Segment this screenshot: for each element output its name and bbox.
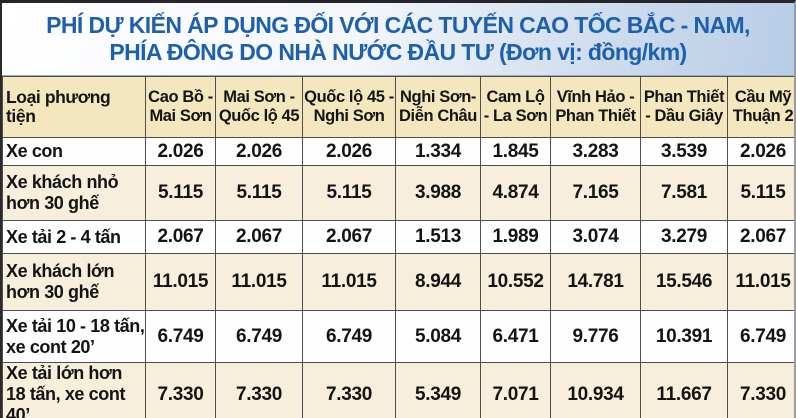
fee-cell: 6.749 (215, 310, 303, 363)
column-header-route-quoc-lo-45-nghi-son: Quốc lộ 45 - Nghi Sơn (302, 76, 396, 138)
fee-cell: 6.749 (302, 310, 396, 363)
column-header-route-cam-lo-la-son: Cam Lộ - La Sơn (480, 76, 551, 138)
toll-fee-table: Loại phương tiện Cao Bồ - Mai Sơn Mai Sơ… (2, 76, 794, 418)
page-title-line-2: PHÍA ĐÔNG DO NHÀ NƯỚC ĐẦU TƯ (Đơn vị: đồ… (109, 39, 687, 65)
fee-cell: 4.874 (480, 165, 551, 221)
row-label: Xe tải lớn hơn 18 tấn, xe cont 40’ (2, 362, 146, 418)
fee-cell: 15.546 (640, 253, 728, 311)
fee-cell: 3.283 (550, 137, 641, 166)
fee-cell: 6.471 (480, 310, 551, 363)
fee-cell: 2.067 (215, 220, 303, 254)
column-header-route-cau-my-thuan-2: Cầu Mỹ Thuận 2 (727, 76, 794, 138)
fee-cell: 2.026 (727, 137, 794, 166)
fee-cell: 7.330 (145, 362, 216, 418)
fee-cell: 7.330 (215, 362, 303, 418)
fee-cell: 11.015 (727, 253, 794, 311)
fee-cell: 3.279 (640, 220, 728, 254)
fee-cell: 7.071 (480, 362, 551, 418)
fee-cell: 1.989 (480, 220, 551, 254)
table-row-xe-khach-nho: Xe khách nhỏ hơn 30 ghế 5.115 5.115 5.11… (2, 165, 794, 221)
fee-cell: 2.026 (145, 137, 216, 166)
fee-cell: 11.015 (215, 253, 303, 311)
fee-cell: 7.330 (727, 362, 794, 418)
fee-cell: 5.084 (395, 310, 481, 363)
fee-cell: 6.749 (145, 310, 216, 363)
table-row-xe-khach-lon: Xe khách lớn hơn 30 ghế 11.015 11.015 11… (2, 253, 794, 311)
fee-cell: 7.165 (550, 165, 641, 221)
fee-cell: 11.667 (640, 362, 728, 418)
row-label: Xe khách lớn hơn 30 ghế (2, 253, 146, 311)
fee-cell: 2.026 (215, 137, 303, 166)
row-label: Xe tải 10 - 18 tấn, xe cont 20’ (2, 310, 146, 363)
fee-cell: 1.334 (395, 137, 481, 166)
fee-cell: 3.539 (640, 137, 728, 166)
table-row-xe-con: Xe con 2.026 2.026 2.026 1.334 1.845 3.2… (2, 137, 794, 166)
fee-cell: 7.330 (302, 362, 396, 418)
fee-cell: 5.115 (302, 165, 396, 221)
column-header-route-vinh-hao-phan-thiet: Vĩnh Hảo - Phan Thiết (550, 76, 641, 138)
fee-cell: 5.115 (727, 165, 794, 221)
row-label: Xe con (2, 137, 146, 166)
fee-cell: 1.513 (395, 220, 481, 254)
column-header-route-cao-bo-mai-son: Cao Bồ - Mai Sơn (145, 76, 216, 138)
table-row-xe-tai-2-4-tan: Xe tải 2 - 4 tấn 2.067 2.067 2.067 1.513… (2, 220, 794, 254)
fee-cell: 8.944 (395, 253, 481, 311)
fee-cell: 6.749 (727, 310, 794, 363)
fee-cell: 9.776 (550, 310, 641, 363)
row-label: Xe tải 2 - 4 tấn (2, 220, 146, 254)
fee-cell: 10.934 (550, 362, 641, 418)
fee-cell: 3.074 (550, 220, 641, 254)
fee-cell: 11.015 (145, 253, 216, 311)
column-header-route-mai-son-quoc-lo-45: Mai Sơn - Quốc lộ 45 (215, 76, 303, 138)
column-header-route-nghi-son-dien-chau: Nghi Sơn- Diễn Châu (395, 76, 481, 138)
fee-cell: 5.115 (145, 165, 216, 221)
fee-cell: 2.067 (302, 220, 396, 254)
fee-cell: 5.349 (395, 362, 481, 418)
fee-cell: 1.845 (480, 137, 551, 166)
fee-cell: 14.781 (550, 253, 641, 311)
fee-cell: 2.026 (302, 137, 396, 166)
fee-cell: 10.391 (640, 310, 728, 363)
fee-cell: 7.581 (640, 165, 728, 221)
fee-cell: 3.988 (395, 165, 481, 221)
column-header-vehicle-type: Loại phương tiện (2, 76, 146, 138)
fee-cell: 2.067 (145, 220, 216, 254)
table-row-xe-tai-10-18-tan: Xe tải 10 - 18 tấn, xe cont 20’ 6.749 6.… (2, 310, 794, 363)
table-row-xe-tai-lon-hon-18-tan: Xe tải lớn hơn 18 tấn, xe cont 40’ 7.330… (2, 362, 794, 418)
fee-cell: 5.115 (215, 165, 303, 221)
page-title-line-1: PHÍ DỰ KIẾN ÁP DỤNG ĐỐI VỚI CÁC TUYẾN CA… (46, 12, 750, 38)
fee-cell: 10.552 (480, 253, 551, 311)
fee-cell: 11.015 (302, 253, 396, 311)
row-label: Xe khách nhỏ hơn 30 ghế (2, 165, 146, 221)
title-band: PHÍ DỰ KIẾN ÁP DỤNG ĐỐI VỚI CÁC TUYẾN CA… (2, 3, 794, 76)
column-header-route-phan-thiet-dau-giay: Phan Thiết - Dầu Giây (640, 76, 728, 138)
table-header-row: Loại phương tiện Cao Bồ - Mai Sơn Mai Sơ… (2, 76, 794, 138)
fee-cell: 2.067 (727, 220, 794, 254)
